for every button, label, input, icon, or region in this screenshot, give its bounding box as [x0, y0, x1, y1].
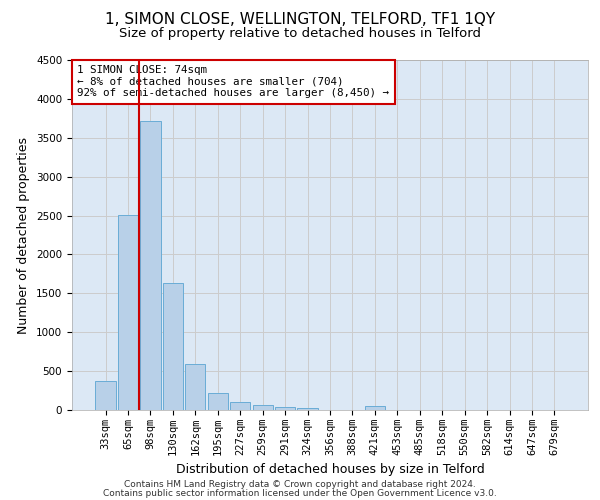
Bar — [185, 364, 205, 410]
Text: Contains public sector information licensed under the Open Government Licence v3: Contains public sector information licen… — [103, 488, 497, 498]
Text: Contains HM Land Registry data © Crown copyright and database right 2024.: Contains HM Land Registry data © Crown c… — [124, 480, 476, 489]
Y-axis label: Number of detached properties: Number of detached properties — [17, 136, 31, 334]
Text: 1, SIMON CLOSE, WELLINGTON, TELFORD, TF1 1QY: 1, SIMON CLOSE, WELLINGTON, TELFORD, TF1… — [105, 12, 495, 28]
Bar — [365, 406, 385, 410]
Text: Size of property relative to detached houses in Telford: Size of property relative to detached ho… — [119, 28, 481, 40]
Bar — [253, 405, 273, 410]
Bar — [140, 120, 161, 410]
Bar — [298, 408, 317, 410]
Bar — [208, 392, 228, 410]
Bar — [230, 402, 250, 410]
Bar — [118, 215, 138, 410]
Bar — [163, 283, 183, 410]
Text: 1 SIMON CLOSE: 74sqm
← 8% of detached houses are smaller (704)
92% of semi-detac: 1 SIMON CLOSE: 74sqm ← 8% of detached ho… — [77, 66, 389, 98]
Bar — [275, 407, 295, 410]
X-axis label: Distribution of detached houses by size in Telford: Distribution of detached houses by size … — [176, 464, 484, 476]
Bar — [95, 381, 116, 410]
